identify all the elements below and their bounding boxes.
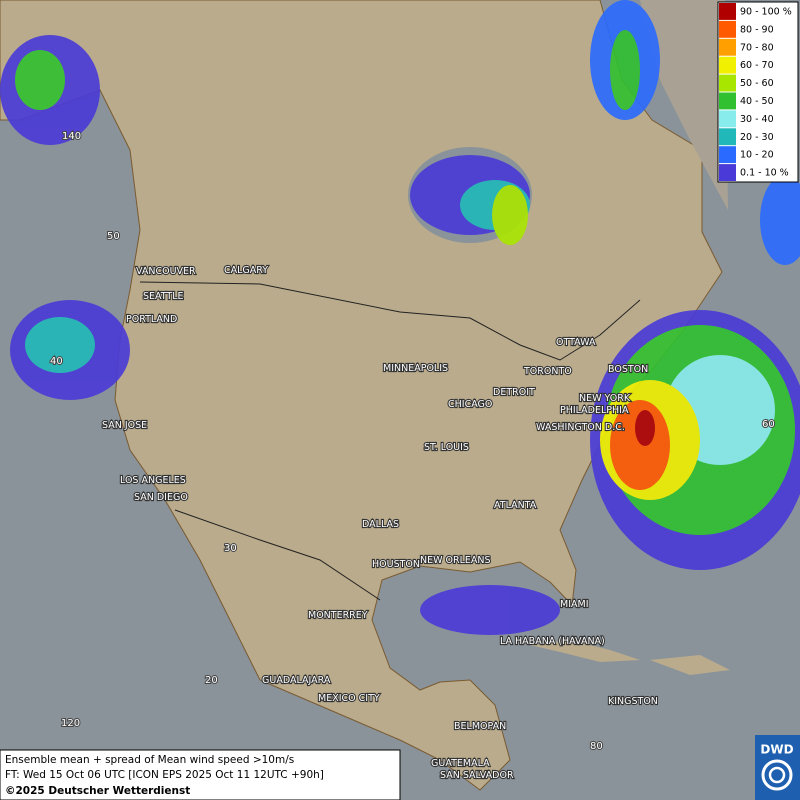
legend-swatch: [719, 128, 736, 146]
legend-label: 50 - 60: [740, 78, 774, 89]
legend-swatch: [719, 20, 736, 38]
city-label: TORONTO: [523, 366, 572, 377]
cuba: [530, 640, 640, 662]
land: [0, 0, 723, 791]
grid-label: 120: [61, 718, 80, 729]
greenland: [640, 0, 728, 210]
grid-label: 60: [762, 419, 775, 430]
legend-label: 40 - 50: [740, 96, 774, 107]
grid-label: 50: [107, 231, 120, 242]
city-label: LA HABANA (HAVANA): [500, 636, 605, 647]
city-label: MONTERREY: [308, 610, 368, 621]
city-label: SAN DIEGO: [134, 492, 188, 503]
city-label: NEW YORK: [579, 393, 631, 404]
legend-label: 0.1 - 10 %: [740, 168, 789, 179]
city-label: PORTLAND: [126, 314, 177, 325]
legend-swatch: [719, 146, 736, 164]
city-label: ST. LOUIS: [424, 442, 469, 453]
legend-label: 10 - 20: [740, 150, 774, 161]
legend-swatch: [719, 164, 736, 181]
city-label: GUADALAJARA: [262, 675, 331, 686]
city-label: KINGSTON: [608, 696, 658, 707]
border: [174, 509, 381, 601]
city-label: BELMOPAN: [454, 721, 506, 732]
city-label: SAN SALVADOR: [440, 770, 514, 781]
legend-swatch: [719, 38, 736, 56]
legend-label: 70 - 80: [740, 42, 774, 53]
wind-area: [635, 410, 655, 446]
legend: 90 - 100 % 80 - 90 70 - 80 60 - 70 50 - 60 40…: [717, 1, 799, 183]
city-label: WASHINGTON D.C.: [536, 422, 625, 433]
hispaniola: [650, 655, 730, 675]
caption-line: ©2025 Deutscher Wetterdienst: [5, 785, 190, 797]
grid-label: 80: [590, 741, 603, 752]
legend-label: 30 - 40: [740, 114, 774, 125]
wind-field: [0, 0, 800, 635]
city-label: OTTAWA: [556, 337, 596, 348]
grid-label: 40: [50, 356, 63, 367]
caption-line: Ensemble mean + spread of Mean wind spee…: [5, 754, 294, 766]
city-label: SEATTLE: [143, 291, 184, 302]
legend-label: 60 - 70: [740, 60, 774, 71]
city-label: GUATEMALA: [431, 758, 490, 769]
city-label: CALGARY: [224, 265, 268, 276]
city-label: PHILADELPHIA: [560, 405, 629, 416]
legend-label: 20 - 30: [740, 132, 774, 143]
wind-area: [420, 585, 560, 635]
city-label: VANCOUVER: [136, 266, 196, 277]
city-label: SAN JOSE: [102, 420, 147, 431]
city-label: MIAMI: [560, 599, 589, 610]
wind-area: [15, 50, 65, 110]
border: [139, 281, 641, 361]
city-label: CHICAGO: [448, 399, 492, 410]
grid-label: 140: [62, 131, 81, 142]
legend-swatch: [719, 3, 736, 20]
caption-box: [0, 749, 401, 800]
caption-line: FT: Wed 15 Oct 06 UTC [ICON EPS 2025 Oct…: [5, 769, 324, 781]
city-label: HOUSTON: [372, 559, 420, 570]
legend-label: 80 - 90: [740, 24, 774, 35]
wind-area: [610, 30, 640, 110]
city-label: NEW ORLEANS: [420, 555, 491, 566]
city-label: DETROIT: [493, 387, 535, 398]
grid-label: 20: [205, 675, 218, 686]
legend-swatch: [719, 92, 736, 110]
wind-area: [760, 175, 800, 265]
legend-swatch: [719, 74, 736, 92]
city-label: ATLANTA: [494, 500, 537, 511]
legend-swatch: [719, 110, 736, 128]
wind-area: [492, 185, 528, 245]
city-label: BOSTON: [608, 364, 648, 375]
grid-label: 30: [224, 543, 237, 554]
legend-swatch: [719, 56, 736, 74]
wind-area: [610, 400, 670, 490]
logo-icon: [761, 759, 793, 791]
city-label: DALLAS: [362, 519, 399, 530]
city-label: MEXICO CITY: [318, 693, 380, 704]
city-label: MINNEAPOLIS: [383, 363, 448, 374]
logo-icon: [768, 766, 786, 784]
legend-label: 90 - 100 %: [740, 6, 792, 17]
city-label: LOS ANGELES: [120, 475, 186, 486]
logo-text: DWD: [760, 743, 793, 757]
wind-area: [25, 317, 95, 373]
